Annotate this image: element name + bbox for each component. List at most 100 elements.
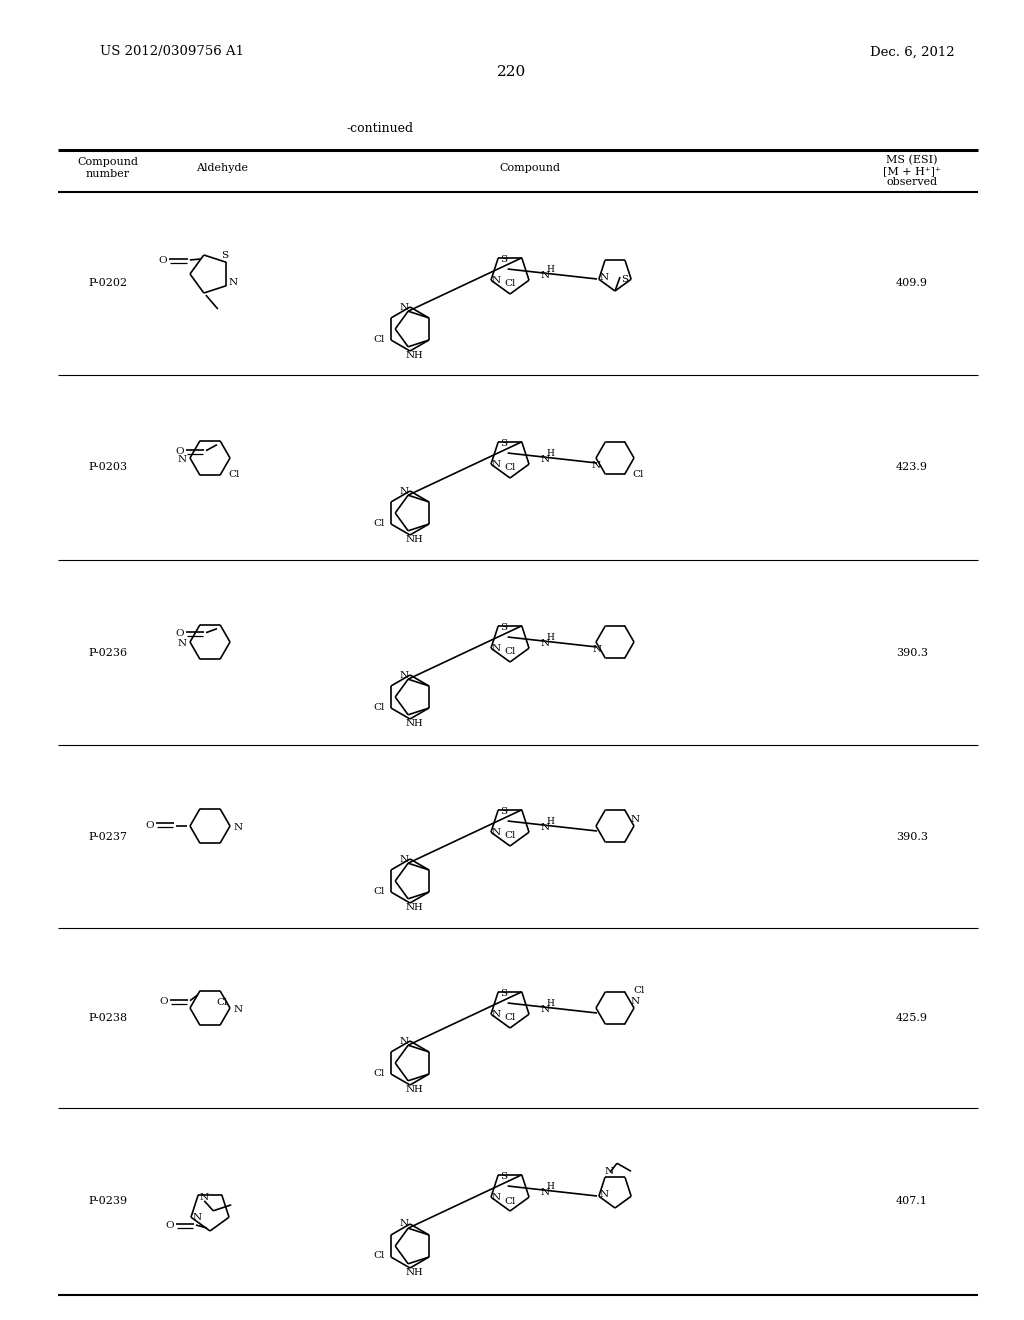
Text: H: H — [414, 1269, 423, 1278]
Text: N: N — [399, 1036, 409, 1045]
Text: N: N — [228, 279, 238, 288]
Text: N: N — [233, 1005, 243, 1014]
Text: N: N — [406, 903, 415, 912]
Text: N: N — [406, 536, 415, 544]
Text: N: N — [599, 1189, 608, 1199]
Text: Cl: Cl — [504, 1014, 516, 1023]
Text: MS (ESI): MS (ESI) — [886, 154, 938, 165]
Text: N: N — [492, 276, 501, 285]
Text: Cl: Cl — [633, 470, 644, 479]
Text: N: N — [406, 351, 415, 360]
Text: Cl: Cl — [374, 887, 385, 895]
Text: US 2012/0309756 A1: US 2012/0309756 A1 — [100, 45, 244, 58]
Text: Cl: Cl — [228, 470, 240, 479]
Text: P-0236: P-0236 — [88, 648, 128, 657]
Text: 390.3: 390.3 — [896, 832, 928, 842]
Text: H: H — [414, 719, 423, 729]
Text: N: N — [399, 854, 409, 863]
Text: S: S — [500, 989, 507, 998]
Text: N: N — [406, 1269, 415, 1278]
Text: P-0237: P-0237 — [88, 832, 128, 842]
Text: Dec. 6, 2012: Dec. 6, 2012 — [870, 45, 954, 58]
Text: S: S — [500, 1172, 507, 1181]
Text: N: N — [492, 828, 501, 837]
Text: S: S — [500, 808, 507, 816]
Text: N: N — [593, 645, 601, 655]
Text: H: H — [414, 903, 423, 912]
Text: N: N — [177, 639, 186, 648]
Text: Cl: Cl — [374, 1068, 385, 1077]
Text: H: H — [547, 1181, 555, 1191]
Text: observed: observed — [887, 177, 938, 187]
Text: Cl: Cl — [374, 519, 385, 528]
Text: N: N — [541, 822, 549, 832]
Text: Cl: Cl — [374, 334, 385, 343]
Text: H: H — [547, 265, 555, 275]
Text: Cl: Cl — [374, 1251, 385, 1261]
Text: 407.1: 407.1 — [896, 1196, 928, 1206]
Text: N: N — [177, 454, 186, 463]
Text: Cl: Cl — [374, 702, 385, 711]
Text: N: N — [492, 1010, 501, 1019]
Text: 390.3: 390.3 — [896, 648, 928, 657]
Text: number: number — [86, 169, 130, 180]
Text: N: N — [492, 644, 501, 652]
Text: H: H — [547, 817, 555, 826]
Text: S: S — [221, 251, 228, 260]
Text: N: N — [193, 1213, 202, 1222]
Text: N: N — [492, 459, 501, 469]
Text: N: N — [399, 487, 409, 495]
Text: N: N — [592, 461, 600, 470]
Text: P-0203: P-0203 — [88, 462, 128, 473]
Text: O: O — [166, 1221, 174, 1230]
Text: N: N — [631, 816, 640, 825]
Text: Cl: Cl — [634, 986, 645, 995]
Text: N: N — [541, 271, 549, 280]
Text: N: N — [399, 671, 409, 680]
Text: S: S — [500, 623, 507, 632]
Text: O: O — [145, 821, 155, 829]
Text: H: H — [414, 536, 423, 544]
Text: N: N — [200, 1193, 209, 1203]
Text: 409.9: 409.9 — [896, 279, 928, 289]
Text: N: N — [541, 639, 549, 648]
Text: Cl: Cl — [504, 463, 516, 473]
Text: N: N — [541, 1005, 549, 1014]
Text: H: H — [414, 1085, 423, 1094]
Text: Compound: Compound — [78, 157, 138, 168]
Text: 425.9: 425.9 — [896, 1012, 928, 1023]
Text: Cl: Cl — [504, 832, 516, 841]
Text: Cl: Cl — [504, 1196, 516, 1205]
Text: [M + H⁺]⁺: [M + H⁺]⁺ — [883, 166, 941, 176]
Text: H: H — [547, 449, 555, 458]
Text: 423.9: 423.9 — [896, 462, 928, 473]
Text: -continued: -continued — [346, 121, 414, 135]
Text: Cl: Cl — [504, 280, 516, 289]
Text: P-0238: P-0238 — [88, 1012, 128, 1023]
Text: N: N — [631, 997, 640, 1006]
Text: O: O — [159, 256, 167, 265]
Text: N: N — [233, 822, 243, 832]
Text: N: N — [541, 455, 549, 465]
Text: N: N — [604, 1167, 613, 1176]
Text: S: S — [500, 440, 507, 449]
Text: Cl: Cl — [216, 998, 227, 1007]
Text: O: O — [160, 997, 168, 1006]
Text: S: S — [622, 275, 629, 284]
Text: Cl: Cl — [504, 648, 516, 656]
Text: P-0239: P-0239 — [88, 1196, 128, 1206]
Text: 220: 220 — [498, 65, 526, 79]
Text: N: N — [406, 719, 415, 729]
Text: O: O — [176, 630, 184, 638]
Text: N: N — [399, 1220, 409, 1229]
Text: N: N — [406, 1085, 415, 1094]
Text: N: N — [492, 1193, 501, 1201]
Text: H: H — [414, 351, 423, 360]
Text: N: N — [399, 302, 409, 312]
Text: N: N — [599, 273, 608, 281]
Text: Compound: Compound — [500, 162, 560, 173]
Text: N: N — [541, 1188, 549, 1197]
Text: H: H — [547, 634, 555, 642]
Text: H: H — [547, 999, 555, 1008]
Text: P-0202: P-0202 — [88, 279, 128, 289]
